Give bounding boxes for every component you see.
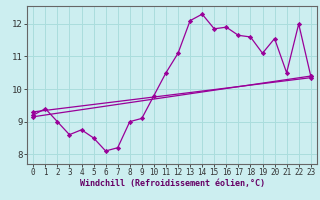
X-axis label: Windchill (Refroidissement éolien,°C): Windchill (Refroidissement éolien,°C) <box>79 179 265 188</box>
